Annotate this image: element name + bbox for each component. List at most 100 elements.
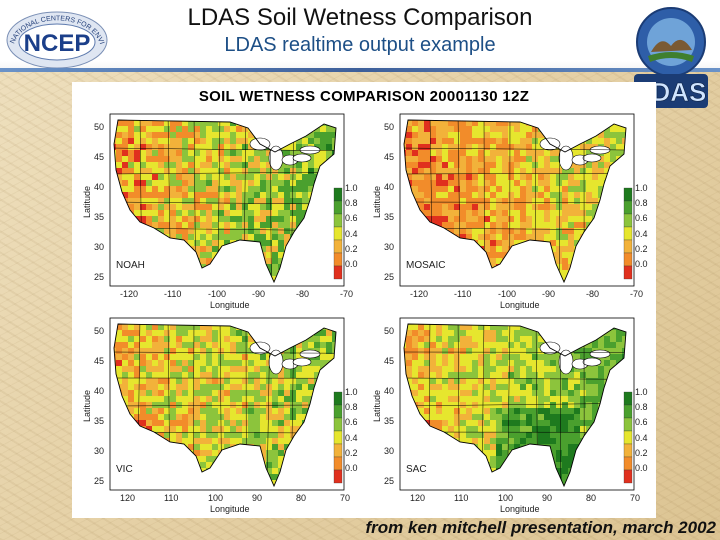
model-label-box — [404, 258, 442, 272]
colorbar-label: 0.0 — [345, 258, 358, 269]
x-tick-label: 100 — [208, 493, 224, 503]
map-panel-vic: 50 45 40 35 30 25 120 110 100 90 80 70 Longitude Lati… — [80, 314, 370, 518]
x-tick-label: -120 — [120, 289, 139, 299]
colorbar-swatch — [333, 239, 343, 254]
soil-wetness-map — [399, 317, 635, 491]
map-panel-mosaic: 50 45 40 35 30 25 -120 -110 -100 -90 -80 -70 Longitu… — [370, 110, 660, 314]
y-tick-label: 40 — [94, 182, 105, 192]
x-axis-label: Longitude — [210, 300, 250, 310]
colorbar-label: 0.2 — [635, 447, 648, 458]
y-tick-label: 40 — [384, 386, 395, 396]
colorbar-swatch — [333, 265, 343, 280]
x-tick-label: 90 — [252, 493, 263, 503]
x-tick-label: -70 — [340, 289, 354, 299]
header-rule — [0, 68, 720, 72]
soil-wetness-map — [109, 113, 345, 287]
colorbar-swatch — [333, 404, 343, 419]
y-tick-label: 35 — [384, 416, 395, 426]
soil-wetness-map — [109, 317, 345, 491]
y-tick-label: 25 — [384, 476, 395, 486]
y-tick-label: 30 — [384, 242, 395, 252]
colorbar-label: 0.2 — [345, 243, 358, 254]
x-axis-label: Longitude — [210, 504, 250, 514]
conus-outline — [403, 323, 627, 488]
colorbar-label: 0.6 — [635, 213, 648, 224]
x-tick-label: -100 — [208, 289, 227, 299]
y-tick-label: 25 — [94, 272, 105, 282]
y-axis-label: Latitude — [82, 389, 92, 422]
page-title: LDAS Soil Wetness Comparison — [187, 4, 533, 31]
y-tick-label: 40 — [384, 182, 395, 192]
y-tick-label: 30 — [94, 446, 105, 456]
colorbar-label: 0.4 — [635, 228, 648, 239]
footer-credit: from ken mitchell presentation, march 20… — [365, 518, 716, 537]
colorbar-swatch — [623, 187, 633, 202]
colorbar-swatch — [333, 226, 343, 241]
y-tick-label: 35 — [94, 212, 105, 222]
colorbar-label: 0.0 — [635, 462, 648, 473]
y-axis-label: Latitude — [372, 185, 382, 218]
colorbar-swatch — [333, 252, 343, 267]
colorbar-swatch — [623, 443, 633, 458]
x-axis-label: Longitude — [500, 300, 540, 310]
colorbar-label: 0.8 — [345, 402, 358, 413]
x-tick-label: 70 — [630, 493, 641, 503]
model-label-box — [114, 258, 152, 272]
x-tick-label: 110 — [164, 493, 179, 503]
colorbar-label: 0.8 — [345, 198, 358, 209]
colorbar-swatch — [623, 265, 633, 280]
colorbar-label: 0.6 — [345, 213, 358, 224]
y-tick-label: 50 — [94, 122, 105, 132]
x-tick-label: 110 — [454, 493, 469, 503]
y-tick-label: 50 — [384, 326, 395, 336]
lake — [582, 153, 602, 163]
model-name-label: SAC — [406, 464, 427, 475]
y-tick-label: 30 — [384, 446, 395, 456]
colorbar-label: 0.0 — [635, 258, 648, 269]
x-axis-label: Longitude — [500, 504, 540, 514]
x-tick-label: -110 — [454, 289, 472, 299]
x-tick-label: -90 — [542, 289, 556, 299]
lake — [589, 349, 611, 359]
conus-outline — [113, 119, 337, 284]
colorbar-swatch — [333, 443, 343, 458]
x-tick-label: -120 — [410, 289, 429, 299]
model-name-label: VIC — [116, 464, 133, 475]
colorbar-swatch — [333, 213, 343, 228]
soil-wetness-map — [399, 113, 635, 287]
y-axis-label: Latitude — [82, 185, 92, 218]
colorbar-label: 0.6 — [345, 417, 358, 428]
x-tick-label: -110 — [164, 289, 182, 299]
map-panel-sac: 50 45 40 35 30 25 120 110 100 90 80 70 Longitude Lati… — [370, 314, 660, 518]
colorbar-label: 0.2 — [635, 243, 648, 254]
y-tick-label: 50 — [384, 122, 395, 132]
x-tick-label: -100 — [498, 289, 517, 299]
colorbar-label: 1.0 — [635, 183, 648, 193]
conus-outline — [403, 119, 627, 284]
colorbar-label: 0.4 — [345, 432, 358, 443]
colorbar-label: 1.0 — [345, 387, 358, 397]
colorbar-swatch — [623, 404, 633, 419]
conus-outline — [113, 323, 337, 488]
header-bar — [0, 0, 720, 72]
colorbar-label: 0.8 — [635, 402, 648, 413]
x-tick-label: 100 — [498, 493, 514, 503]
colorbar-swatch — [333, 391, 343, 406]
figure-title: SOIL WETNESS COMPARISON 20001130 12Z — [198, 88, 530, 105]
colorbar-label: 0.0 — [345, 462, 358, 473]
y-tick-label: 40 — [94, 386, 105, 396]
x-tick-label: 120 — [120, 493, 136, 503]
model-label-box — [114, 462, 152, 476]
page-subtitle: LDAS realtime output example — [224, 34, 496, 56]
colorbar-swatch — [623, 417, 633, 432]
colorbar-swatch — [623, 200, 633, 215]
soil-wetness-figure: SOIL WETNESS COMPARISON 20001130 12Z 50 4… — [72, 82, 656, 518]
colorbar-swatch — [623, 213, 633, 228]
y-tick-label: 45 — [384, 152, 395, 162]
y-tick-label: 45 — [94, 356, 105, 366]
y-axis-label: Latitude — [372, 389, 382, 422]
x-tick-label: 80 — [586, 493, 597, 503]
colorbar-swatch — [623, 252, 633, 267]
y-tick-label: 25 — [94, 476, 105, 486]
colorbar-label: 0.2 — [345, 447, 358, 458]
